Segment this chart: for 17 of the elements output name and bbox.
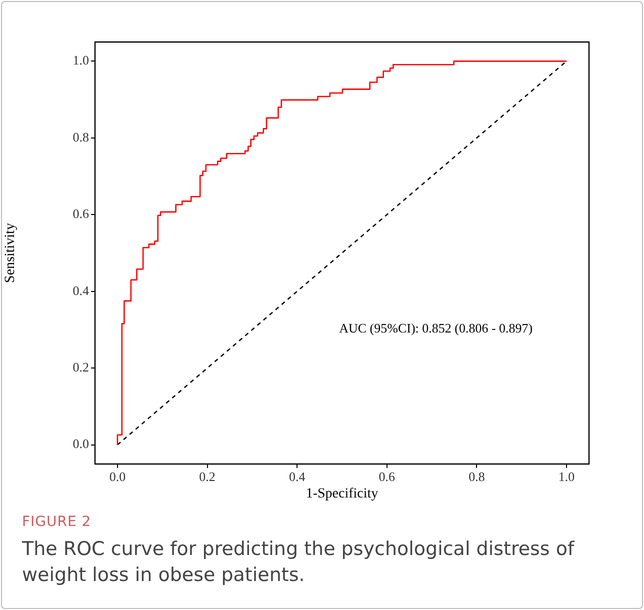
y-tick-label: 0.6 [72,206,90,222]
x-axis-title: 1-Specificity [306,486,378,502]
y-tick-label: 1.0 [72,52,89,68]
y-axis-title: Sensitivity [3,223,18,283]
annotation: AUC (95%CI): 0.852 (0.806 - 0.897) [339,320,533,336]
y-tick-label: 0.0 [72,436,89,452]
x-tick-label: 0.8 [468,469,485,484]
x-tick-label: 0.2 [199,469,216,484]
caption: FIGURE 2 [22,514,92,530]
text: The ROC curve for predicting the psychological distress of weight loss in obese patients. [22,537,576,588]
y-tick-label: 0.2 [72,360,89,375]
x-tick-label: 0.6 [378,469,396,484]
y-tick-label: 0.8 [72,129,89,144]
x-tick-label: 0.4 [288,469,306,484]
x-tick-label: 0.0 [109,469,126,484]
x-tick-label: 1.0 [558,469,575,484]
y-tick-label: 0.4 [72,282,90,298]
